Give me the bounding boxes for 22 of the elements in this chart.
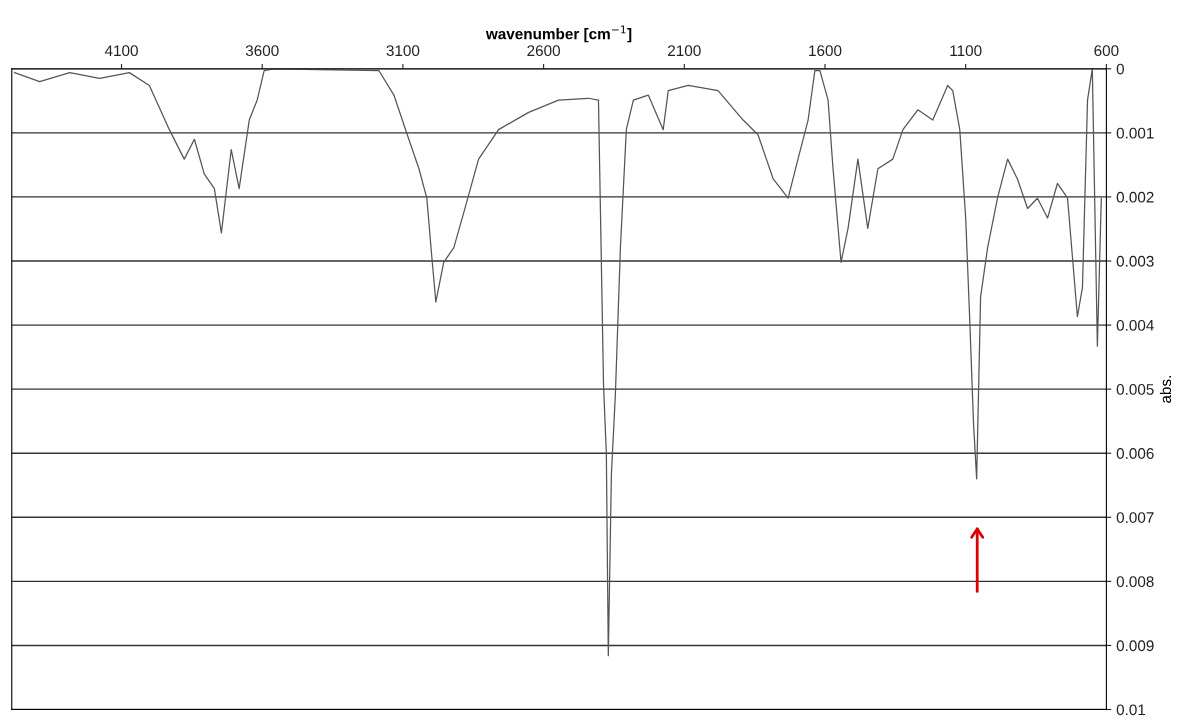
x-tick-label: 4100 (104, 45, 138, 57)
x-tick-label: 1600 (809, 45, 842, 57)
y-tick-label: 0.007 (1116, 512, 1154, 523)
x-tick-label: 3600 (245, 45, 279, 57)
y-tick-label: 0.001 (1116, 127, 1154, 139)
y-tick-label: 0.005 (1116, 384, 1154, 395)
x-tick-label: 1100 (950, 45, 982, 57)
line-series (13, 68, 1102, 657)
y-tick-label: 0.002 (1116, 191, 1154, 203)
y-tick-label: 0.006 (1116, 448, 1154, 459)
y-tick-label: 0.004 (1116, 319, 1154, 331)
x-tick-label: 600 (1094, 45, 1119, 57)
y-tick-label: 0.008 (1116, 576, 1154, 588)
y-tick-label: 0.003 (1116, 255, 1154, 267)
y-tick-label: 0.009 (1116, 640, 1154, 652)
x-tick-label: 2100 (668, 45, 701, 57)
x-tick-label: 2600 (527, 45, 560, 57)
x-axis-title: wavenumber [cm$^{−1}$] (485, 25, 632, 43)
y-axis-title: abs. (1159, 376, 1172, 403)
x-tick-label: 3100 (386, 45, 420, 57)
y-tick-label: 0 (1116, 63, 1124, 75)
y-tick-label: 0.01 (1116, 704, 1146, 716)
